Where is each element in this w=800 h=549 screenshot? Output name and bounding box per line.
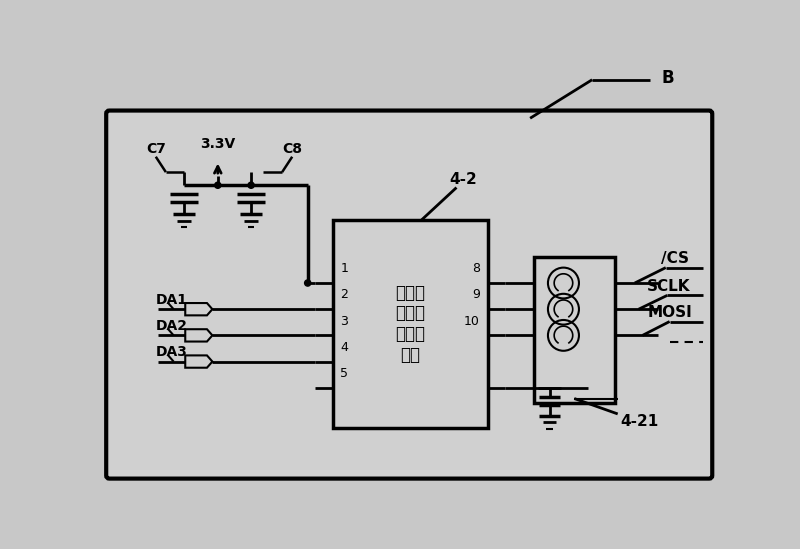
Text: SCLK: SCLK xyxy=(647,278,690,294)
Text: 波形发
生器模
块主控
芯片: 波形发 生器模 块主控 芯片 xyxy=(395,284,425,364)
Text: C7: C7 xyxy=(146,142,166,156)
Polygon shape xyxy=(186,329,212,341)
Text: 4: 4 xyxy=(340,341,348,354)
Text: 5: 5 xyxy=(340,367,348,380)
Text: DA3: DA3 xyxy=(156,345,188,359)
Text: C8: C8 xyxy=(282,142,302,156)
Text: 4-21: 4-21 xyxy=(621,414,659,429)
Circle shape xyxy=(214,182,221,188)
Circle shape xyxy=(248,182,254,188)
Text: 8: 8 xyxy=(472,262,480,275)
Text: 1: 1 xyxy=(340,262,348,275)
Bar xyxy=(333,220,487,428)
Text: 3.3V: 3.3V xyxy=(200,137,235,152)
Text: B: B xyxy=(662,69,674,87)
Text: 9: 9 xyxy=(472,289,480,301)
Text: /CS: /CS xyxy=(661,251,689,266)
Text: 4-2: 4-2 xyxy=(449,172,477,187)
Text: DA2: DA2 xyxy=(156,319,188,333)
Bar xyxy=(534,257,615,403)
Circle shape xyxy=(305,280,311,286)
FancyBboxPatch shape xyxy=(106,110,712,479)
Polygon shape xyxy=(186,303,212,315)
Text: MOSI: MOSI xyxy=(647,305,692,320)
Text: 2: 2 xyxy=(340,289,348,301)
Text: 3: 3 xyxy=(340,315,348,328)
Text: 10: 10 xyxy=(464,315,480,328)
Polygon shape xyxy=(186,355,212,368)
Text: DA1: DA1 xyxy=(156,293,188,307)
